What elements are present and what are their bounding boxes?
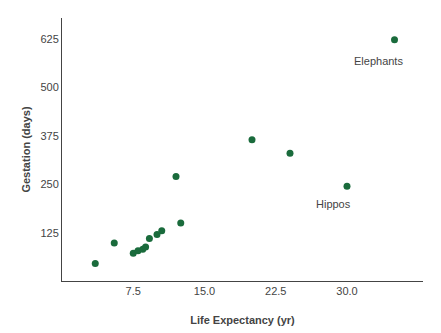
svg-text:250: 250: [40, 178, 58, 190]
svg-text:Elephants: Elephants: [354, 55, 403, 67]
svg-text:625: 625: [40, 33, 58, 45]
svg-text:15.0: 15.0: [194, 285, 215, 297]
svg-text:375: 375: [40, 130, 58, 142]
svg-text:Hippos: Hippos: [316, 198, 351, 210]
svg-text:30.0: 30.0: [336, 285, 357, 297]
svg-text:500: 500: [40, 81, 58, 93]
svg-text:Gestation (days): Gestation (days): [20, 106, 32, 193]
svg-text:125: 125: [40, 227, 58, 239]
svg-text:7.5: 7.5: [126, 285, 141, 297]
svg-text:22.5: 22.5: [265, 285, 286, 297]
svg-text:Life Expectancy (yr): Life Expectancy (yr): [190, 314, 295, 326]
